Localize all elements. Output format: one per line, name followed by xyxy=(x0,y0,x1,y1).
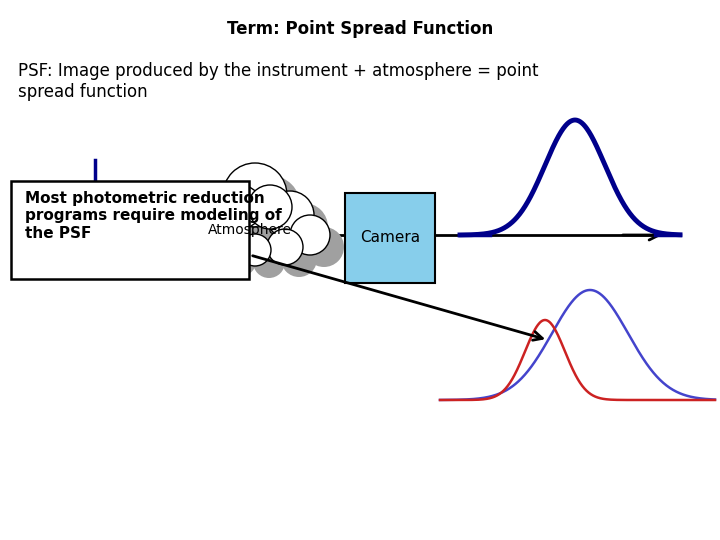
Circle shape xyxy=(232,197,276,241)
Circle shape xyxy=(221,241,257,277)
Text: PSF: Image produced by the instrument + atmosphere = point
spread function: PSF: Image produced by the instrument + … xyxy=(18,62,539,101)
Circle shape xyxy=(210,203,258,251)
Circle shape xyxy=(262,197,306,241)
Circle shape xyxy=(290,215,330,255)
Circle shape xyxy=(266,191,314,239)
FancyBboxPatch shape xyxy=(345,193,435,283)
Circle shape xyxy=(196,191,244,239)
Text: Most photometric reduction
programs require modeling of
the PSF: Most photometric reduction programs requ… xyxy=(25,191,282,241)
Circle shape xyxy=(207,229,243,265)
Circle shape xyxy=(280,203,328,251)
Circle shape xyxy=(248,185,292,229)
Circle shape xyxy=(267,229,303,265)
Circle shape xyxy=(218,185,262,229)
Text: Camera: Camera xyxy=(360,231,420,246)
Circle shape xyxy=(239,234,271,266)
Circle shape xyxy=(223,163,287,227)
Circle shape xyxy=(304,227,344,267)
Circle shape xyxy=(253,246,285,278)
Text: Atmosphere: Atmosphere xyxy=(208,223,292,237)
FancyBboxPatch shape xyxy=(11,181,249,279)
Circle shape xyxy=(180,215,220,255)
Text: Term: Point Spread Function: Term: Point Spread Function xyxy=(227,20,493,38)
Circle shape xyxy=(194,227,234,267)
Circle shape xyxy=(281,241,317,277)
Circle shape xyxy=(237,175,301,239)
